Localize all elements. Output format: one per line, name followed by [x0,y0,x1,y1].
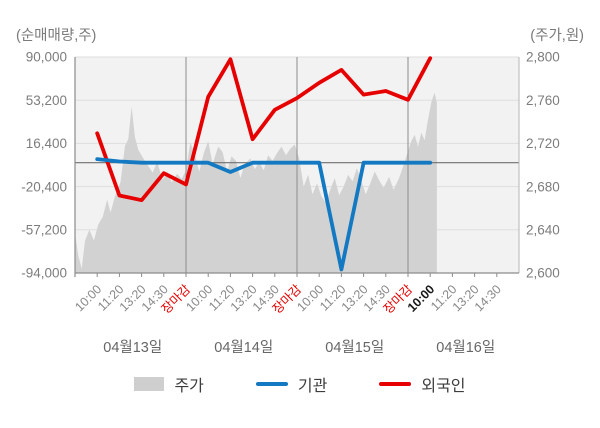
legend-item-price[interactable]: 주가 [134,372,204,396]
institution-line [95,157,433,272]
left-tick-label: -20,400 [21,179,67,194]
left-tick-label: 16,400 [26,136,67,151]
foreigner-line-swatch [379,382,412,386]
foreigner-line [95,56,433,203]
date-label: 04월14일 [214,339,273,356]
date-label: 04월15일 [325,339,384,356]
right-axis-title: (주가,원) [530,28,584,44]
left-axis-title: (순매매량,주) [16,28,97,44]
date-label: 04월13일 [103,339,162,356]
x-tick-label: 14:30 [472,282,504,314]
price-area-swatch [134,377,165,391]
right-tick-label: 2,760 [526,93,560,108]
legend-item-foreigner[interactable]: 외국인 [379,372,466,396]
legend-item-institution[interactable]: 기관 [255,372,328,396]
price-area [75,92,437,273]
date-label: 04월16일 [436,339,495,356]
left-tick-label: 53,200 [26,93,67,108]
legend-label-price: 주가 [174,378,204,395]
right-tick-label: 2,640 [526,223,560,238]
right-tick-label: 2,600 [526,266,560,281]
legend: 주가 기관 외국인 [0,371,600,397]
right-tick-label: 2,800 [526,50,560,65]
left-tick-label: -57,200 [21,223,67,238]
right-tick-label: 2,680 [526,179,560,194]
legend-label-foreigner: 외국인 [421,378,466,395]
right-tick-label: 2,720 [526,136,560,151]
left-tick-label: 90,000 [26,50,67,65]
legend-label-institution: 기관 [297,378,328,395]
left-tick-label: -94,000 [21,266,67,281]
price-volume-chart: 90,000 53,200 16,400 -20,400 -57,200 -94,000 2… [21,50,560,356]
institution-line-swatch [255,382,288,386]
